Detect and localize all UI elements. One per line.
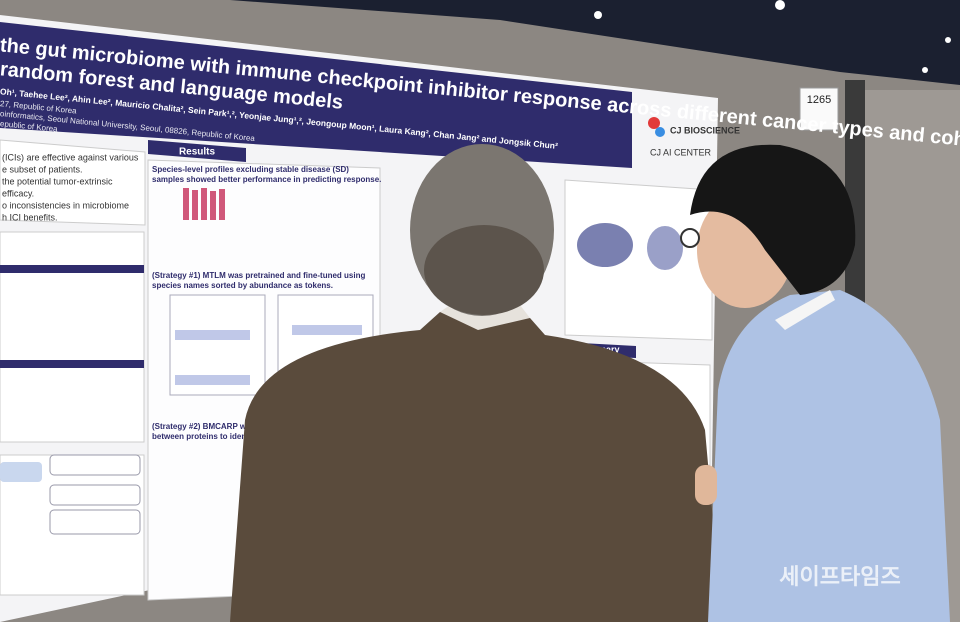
scatter-cloud: [577, 223, 633, 267]
man-jacket: [230, 312, 722, 622]
logo-text: CJ BIOSCIENCE: [670, 125, 740, 135]
man-neck: [424, 225, 544, 315]
token-row: [175, 330, 250, 340]
results-text: Species-level profiles excluding stable …: [152, 165, 349, 174]
flow-box: [49, 454, 141, 476]
figure-bar: [192, 190, 198, 220]
watermark: 세이프타임즈: [779, 564, 900, 589]
intro-text: the potential tumor-extrinsic: [2, 176, 113, 186]
intro-panel: [0, 139, 146, 226]
intro-text: o inconsistencies in microbiome: [2, 200, 129, 210]
intro-text: h ICI benefits.: [2, 212, 58, 222]
figure-panel: [564, 179, 713, 341]
flow-box: [0, 462, 42, 482]
results-header: [148, 140, 246, 162]
student-glasses: [680, 228, 700, 248]
results-text: (Strategy #2) BMCARP was: [152, 422, 256, 431]
results-text: between proteins to identi: [152, 432, 251, 441]
scatter-cloud: [647, 226, 683, 270]
figure-bar: [201, 188, 207, 220]
ceiling-light: [594, 11, 602, 19]
logo-mark: [648, 117, 660, 129]
figure-bar: [210, 191, 216, 220]
figure-bar: [183, 188, 189, 220]
logo-text: CJ AI CENTER: [650, 147, 712, 157]
results-text: samples showed better performance in pre…: [152, 175, 381, 184]
results-text: species names sorted by abundance as tok…: [152, 281, 333, 290]
ceiling-light: [922, 67, 928, 73]
booth-number: 1265: [807, 94, 831, 106]
figure-bar: [219, 189, 225, 220]
logo-mark: [655, 127, 665, 137]
bar-figure: [183, 188, 225, 220]
results-group: Species-level profiles excluding stable …: [152, 165, 381, 441]
flow-box: [49, 484, 141, 506]
student-hand: [695, 465, 717, 505]
table-panel: [0, 231, 145, 443]
flow-box: [49, 509, 141, 535]
ceiling-light: [775, 0, 785, 10]
lanyard: [775, 290, 835, 330]
booth-sign: [799, 87, 839, 131]
student-hair: [690, 144, 856, 295]
table-header: [0, 360, 144, 368]
poster-title-band: [0, 22, 632, 168]
intro-text: efficacy.: [2, 188, 34, 198]
results-heading: Results: [179, 147, 216, 158]
token-row: [292, 325, 362, 335]
intro-group: (ICIs) are effective against various e s…: [2, 152, 139, 222]
intro-text: (ICIs) are effective against various: [2, 152, 139, 162]
student-shirt: [708, 290, 950, 622]
token-row: [175, 375, 250, 385]
results-text: (Strategy #1) MTLM was pretrained and fi…: [152, 271, 365, 280]
intro-text: e subset of patients.: [2, 164, 83, 174]
ceiling-light: [945, 37, 951, 43]
ceiling: [230, 0, 960, 85]
table-header: [0, 265, 144, 273]
